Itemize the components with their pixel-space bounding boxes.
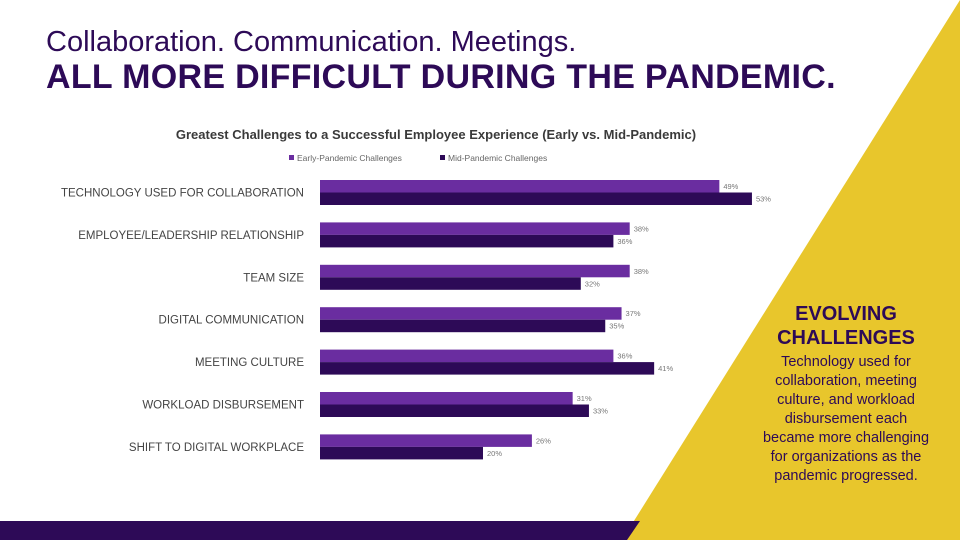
sidebar-heading: EVOLVING CHALLENGES xyxy=(777,303,915,349)
data-label: 20% xyxy=(487,449,502,458)
category-label: TECHNOLOGY USED FOR COLLABORATION xyxy=(61,188,304,200)
data-label: 33% xyxy=(593,407,608,416)
category-label: DIGITAL COMMUNICATION xyxy=(159,315,304,327)
yellow-triangle xyxy=(622,0,960,540)
bar xyxy=(320,234,614,248)
headline-line2: ALL MORE DIFFICULT DURING THE PANDEMIC. xyxy=(46,58,836,96)
headline-line1: Collaboration. Communication. Meetings. xyxy=(46,26,577,58)
category-label: WORKLOAD DISBURSEMENT xyxy=(142,400,304,412)
category-label: SHIFT TO DIGITAL WORKPLACE xyxy=(129,442,304,454)
chart-container: Greatest Challenges to a Successful Empl… xyxy=(0,118,960,478)
data-label: 37% xyxy=(626,309,641,318)
data-label: 41% xyxy=(658,364,673,373)
bar xyxy=(320,392,573,405)
bar xyxy=(320,404,589,417)
bar xyxy=(320,362,655,375)
category-label: MEETING CULTURE xyxy=(195,357,304,369)
sidebar-callout: EVOLVING CHALLENGES Technology used for … xyxy=(760,302,932,486)
bar xyxy=(320,434,532,447)
legend-label: Early-Pandemic Challenges xyxy=(297,153,402,163)
bar xyxy=(320,307,622,320)
purple-footer-bar xyxy=(0,521,640,540)
legend-swatch xyxy=(289,155,294,160)
page-headline: Collaboration. Communication. Meetings. … xyxy=(46,26,836,96)
category-label: TEAM SIZE xyxy=(243,272,304,284)
bar xyxy=(320,264,630,278)
data-label: 49% xyxy=(723,182,738,191)
bar-chart: Early-Pandemic Challenges Mid-Pandemic Ch… xyxy=(61,153,771,460)
data-label: 36% xyxy=(617,237,632,246)
bar xyxy=(320,222,630,235)
bar xyxy=(320,349,614,363)
data-label: 31% xyxy=(577,394,592,403)
legend-swatch xyxy=(440,155,445,160)
bar xyxy=(320,192,752,205)
chart-title: Greatest Challenges to a Successful Empl… xyxy=(175,127,697,142)
data-label: 36% xyxy=(617,352,632,361)
data-label: 26% xyxy=(536,436,551,445)
sidebar-body: Technology used for collaboration, meeti… xyxy=(762,354,930,484)
data-label: 35% xyxy=(609,322,624,331)
category-label: EMPLOYEE/LEADERSHIP RELATIONSHIP xyxy=(78,230,304,242)
bar xyxy=(320,319,606,333)
bar xyxy=(320,446,483,460)
legend-label: Mid-Pandemic Challenges xyxy=(448,153,547,163)
data-label: 38% xyxy=(634,224,649,233)
bar xyxy=(320,277,581,290)
data-label: 53% xyxy=(756,195,771,204)
bar xyxy=(320,180,720,193)
data-label: 38% xyxy=(634,267,649,276)
data-label: 32% xyxy=(585,279,600,288)
